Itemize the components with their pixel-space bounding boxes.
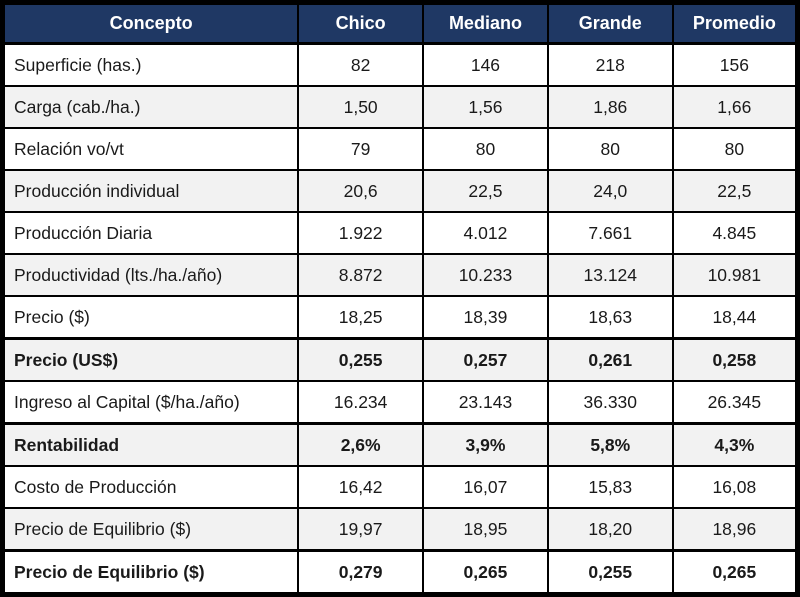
- value-cell: 18,20: [546, 507, 674, 552]
- value-cell: 7.661: [546, 211, 674, 255]
- value-cell: 18,63: [546, 295, 674, 340]
- value-cell: 18,25: [297, 295, 425, 340]
- value-cell: 4.845: [671, 211, 799, 255]
- column-header-grande: Grande: [546, 1, 674, 45]
- value-cell: 18,44: [671, 295, 799, 340]
- value-cell: 146: [422, 42, 549, 87]
- value-cell: 2,6%: [297, 422, 425, 467]
- value-cell: 16,08: [671, 465, 799, 509]
- value-cell: 80: [422, 127, 549, 171]
- row-label: Ingreso al Capital ($/ha./año): [1, 380, 300, 425]
- value-cell: 0,257: [422, 337, 549, 382]
- table-row: Precio (US$) 0,255 0,257 0,261 0,258: [1, 337, 799, 382]
- value-cell: 80: [546, 127, 674, 171]
- value-cell: 16,07: [422, 465, 549, 509]
- value-cell: 0,279: [297, 549, 425, 596]
- value-cell: 1,56: [422, 85, 549, 129]
- table-row: Superficie (has.) 82 146 218 156: [1, 42, 799, 87]
- value-cell: 4.012: [422, 211, 549, 255]
- value-cell: 1.922: [297, 211, 425, 255]
- value-cell: 8.872: [297, 253, 425, 297]
- value-cell: 22,5: [671, 169, 799, 213]
- table-row: Carga (cab./ha.) 1,50 1,56 1,86 1,66: [1, 85, 799, 129]
- value-cell: 0,255: [297, 337, 425, 382]
- table-row: Rentabilidad 2,6% 3,9% 5,8% 4,3%: [1, 422, 799, 467]
- value-cell: 18,96: [671, 507, 799, 552]
- value-cell: 18,39: [422, 295, 549, 340]
- table-row: Producción individual 20,6 22,5 24,0 22,5: [1, 169, 799, 213]
- value-cell: 23.143: [422, 380, 549, 425]
- row-label: Productividad (lts./ha./año): [1, 253, 300, 297]
- column-header-chico: Chico: [297, 1, 425, 45]
- table-row: Precio ($) 18,25 18,39 18,63 18,44: [1, 295, 799, 340]
- value-cell: 16.234: [297, 380, 425, 425]
- table-row: Costo de Producción 16,42 16,07 15,83 16,08: [1, 465, 799, 509]
- value-cell: 0,255: [546, 549, 674, 596]
- value-cell: 0,265: [671, 549, 799, 596]
- value-cell: 19,97: [297, 507, 425, 552]
- value-cell: 24,0: [546, 169, 674, 213]
- value-cell: 1,86: [546, 85, 674, 129]
- table-body: Superficie (has.) 82 146 218 156 Carga (cab./…: [1, 42, 799, 596]
- value-cell: 13.124: [546, 253, 674, 297]
- value-cell: 22,5: [422, 169, 549, 213]
- column-header-promedio: Promedio: [671, 1, 799, 45]
- value-cell: 20,6: [297, 169, 425, 213]
- row-label: Relación vo/vt: [1, 127, 300, 171]
- value-cell: 218: [546, 42, 674, 87]
- value-cell: 0,258: [671, 337, 799, 382]
- value-cell: 80: [671, 127, 799, 171]
- value-cell: 36.330: [546, 380, 674, 425]
- row-label: Costo de Producción: [1, 465, 300, 509]
- value-cell: 82: [297, 42, 425, 87]
- value-cell: 15,83: [546, 465, 674, 509]
- row-label: Producción individual: [1, 169, 300, 213]
- column-header-mediano: Mediano: [422, 1, 549, 45]
- table-row: Precio de Equilibrio ($) 0,279 0,265 0,255 0…: [1, 549, 799, 596]
- table-row: Producción Diaria 1.922 4.012 7.661 4.845: [1, 211, 799, 255]
- row-label: Producción Diaria: [1, 211, 300, 255]
- value-cell: 0,265: [422, 549, 549, 596]
- value-cell: 10.233: [422, 253, 549, 297]
- table-row: Productividad (lts./ha./año) 8.872 10.233 1…: [1, 253, 799, 297]
- row-label: Precio de Equilibrio ($): [1, 507, 300, 552]
- table-row: Precio de Equilibrio ($) 19,97 18,95 18,20 1…: [1, 507, 799, 552]
- row-label: Carga (cab./ha.): [1, 85, 300, 129]
- value-cell: 1,66: [671, 85, 799, 129]
- row-label: Superficie (has.): [1, 42, 300, 87]
- value-cell: 18,95: [422, 507, 549, 552]
- value-cell: 16,42: [297, 465, 425, 509]
- column-header-concepto: Concepto: [1, 1, 300, 45]
- value-cell: 3,9%: [422, 422, 549, 467]
- table-row: Relación vo/vt 79 80 80 80: [1, 127, 799, 171]
- value-cell: 26.345: [671, 380, 799, 425]
- value-cell: 4,3%: [671, 422, 799, 467]
- row-label: Precio ($): [1, 295, 300, 340]
- value-cell: 1,50: [297, 85, 425, 129]
- row-label: Rentabilidad: [1, 422, 300, 467]
- table-header: Concepto Chico Mediano Grande Promedio: [1, 1, 799, 45]
- value-cell: 0,261: [546, 337, 674, 382]
- value-cell: 156: [671, 42, 799, 87]
- row-label: Precio (US$): [1, 337, 300, 382]
- row-label: Precio de Equilibrio ($): [1, 549, 300, 596]
- header-row: Concepto Chico Mediano Grande Promedio: [1, 1, 799, 45]
- value-cell: 79: [297, 127, 425, 171]
- value-cell: 10.981: [671, 253, 799, 297]
- table-row: Ingreso al Capital ($/ha./año) 16.234 23.1…: [1, 380, 799, 425]
- value-cell: 5,8%: [546, 422, 674, 467]
